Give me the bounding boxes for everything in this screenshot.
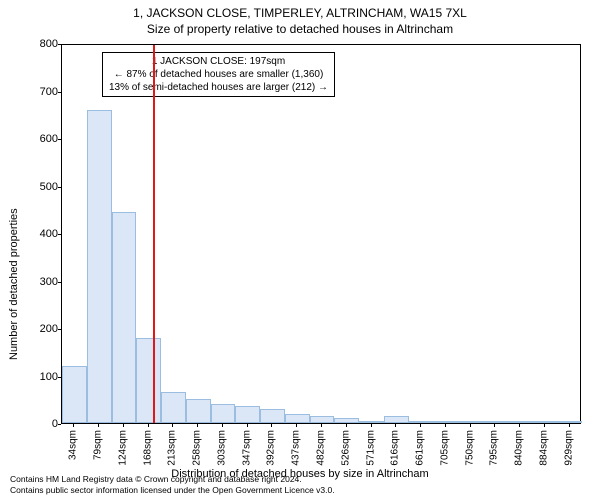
x-tick-mark <box>395 424 396 427</box>
x-tick-label: 303sqm <box>216 430 227 466</box>
x-tick-mark <box>271 424 272 427</box>
histogram-bar <box>112 212 137 423</box>
x-tick-label: 437sqm <box>291 430 302 466</box>
annotation-line3: 13% of semi-detached houses are larger (… <box>109 81 328 94</box>
histogram-bar <box>359 421 384 423</box>
x-tick-label: 884sqm <box>538 430 549 466</box>
x-tick-mark <box>296 424 297 427</box>
x-tick-label: 124sqm <box>117 430 128 466</box>
y-tick-label: 200 <box>0 323 58 335</box>
title-subtitle: Size of property relative to detached ho… <box>0 20 600 36</box>
x-tick-mark <box>371 424 372 427</box>
histogram-bar <box>483 421 508 423</box>
y-tick-label: 800 <box>0 38 58 50</box>
x-tick-mark <box>98 424 99 427</box>
histogram-bar <box>310 416 335 423</box>
x-tick-mark <box>445 424 446 427</box>
x-tick-mark <box>172 424 173 427</box>
y-tick-label: 500 <box>0 181 58 193</box>
y-tick-label: 300 <box>0 276 58 288</box>
histogram-bar <box>557 421 582 423</box>
x-tick-mark <box>494 424 495 427</box>
histogram-bar <box>532 421 557 423</box>
histogram-bar <box>161 392 186 423</box>
y-tick-label: 600 <box>0 133 58 145</box>
x-tick-label: 79sqm <box>93 430 104 460</box>
x-tick-mark <box>148 424 149 427</box>
histogram-bar <box>211 404 236 423</box>
x-tick-mark <box>73 424 74 427</box>
histogram-bar <box>285 414 310 424</box>
x-tick-mark <box>569 424 570 427</box>
x-tick-label: 258sqm <box>192 430 203 466</box>
x-tick-mark <box>519 424 520 427</box>
histogram-bar <box>62 366 87 423</box>
y-tick-mark <box>58 424 61 425</box>
x-tick-mark <box>544 424 545 427</box>
footer: Contains HM Land Registry data © Crown c… <box>10 474 335 496</box>
x-tick-mark <box>247 424 248 427</box>
histogram-bar <box>136 338 161 424</box>
x-tick-label: 705sqm <box>439 430 450 466</box>
title-address: 1, JACKSON CLOSE, TIMPERLEY, ALTRINCHAM,… <box>0 0 600 20</box>
histogram-bar <box>235 406 260 423</box>
histogram-bar <box>508 421 533 423</box>
y-tick-label: 400 <box>0 228 58 240</box>
y-tick-label: 100 <box>0 371 58 383</box>
histogram-bar <box>186 399 211 423</box>
histogram-bar <box>409 421 434 423</box>
x-tick-label: 526sqm <box>340 430 351 466</box>
x-tick-label: 34sqm <box>68 430 79 460</box>
annotation-line1: 1 JACKSON CLOSE: 197sqm <box>109 55 328 68</box>
x-tick-label: 571sqm <box>365 430 376 466</box>
histogram-bar <box>260 409 285 423</box>
x-tick-label: 616sqm <box>390 430 401 466</box>
x-tick-mark <box>420 424 421 427</box>
x-tick-label: 347sqm <box>241 430 252 466</box>
x-tick-mark <box>197 424 198 427</box>
x-tick-label: 795sqm <box>489 430 500 466</box>
footer-line2: Contains public sector information licen… <box>10 485 335 496</box>
chart-container: 1, JACKSON CLOSE, TIMPERLEY, ALTRINCHAM,… <box>0 0 600 500</box>
annotation-line2: ← 87% of detached houses are smaller (1,… <box>109 68 328 81</box>
y-tick-label: 0 <box>0 418 58 430</box>
annotation-box: 1 JACKSON CLOSE: 197sqm ← 87% of detache… <box>102 52 335 97</box>
plot-area: 1 JACKSON CLOSE: 197sqm ← 87% of detache… <box>61 44 581 424</box>
x-tick-label: 661sqm <box>415 430 426 466</box>
x-tick-label: 168sqm <box>142 430 153 466</box>
x-tick-label: 392sqm <box>266 430 277 466</box>
x-tick-mark <box>346 424 347 427</box>
x-tick-label: 840sqm <box>514 430 525 466</box>
x-tick-mark <box>222 424 223 427</box>
x-tick-mark <box>321 424 322 427</box>
x-tick-label: 929sqm <box>563 430 574 466</box>
histogram-bar <box>384 416 409 423</box>
x-tick-label: 750sqm <box>464 430 475 466</box>
histogram-bar <box>87 110 112 424</box>
reference-line <box>153 45 155 423</box>
footer-line1: Contains HM Land Registry data © Crown c… <box>10 474 335 485</box>
histogram-bar <box>334 418 359 423</box>
histogram-bar <box>458 421 483 423</box>
x-tick-mark <box>123 424 124 427</box>
x-tick-mark <box>470 424 471 427</box>
y-tick-label: 700 <box>0 86 58 98</box>
histogram-bar <box>433 421 458 423</box>
x-tick-label: 213sqm <box>167 430 178 466</box>
x-tick-label: 482sqm <box>316 430 327 466</box>
